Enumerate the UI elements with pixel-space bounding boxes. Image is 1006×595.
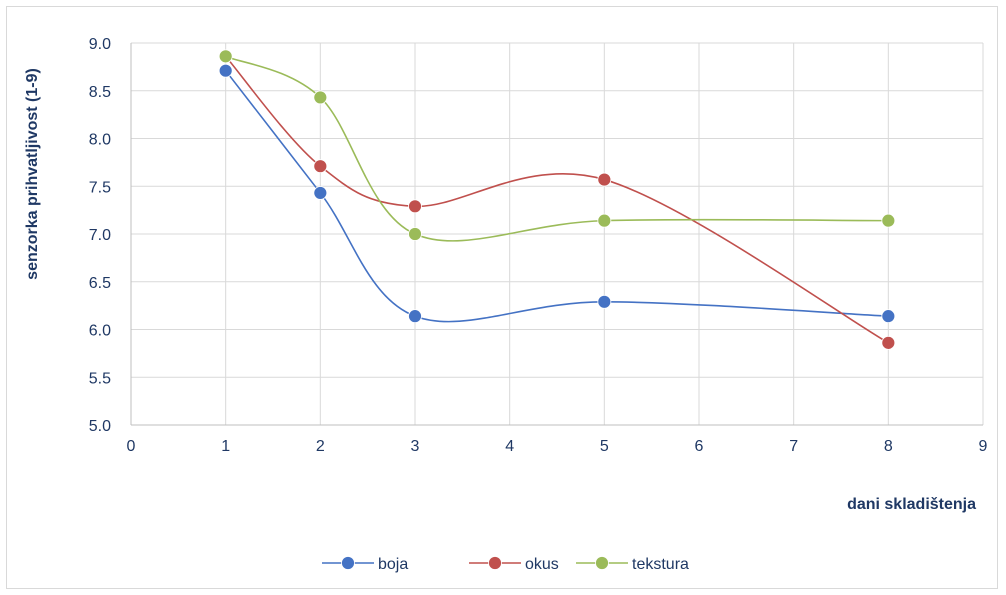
series-tekstura — [218, 49, 896, 242]
data-point-tekstura — [313, 90, 328, 105]
y-tick-label: 8.5 — [89, 84, 111, 101]
series-line-okus — [225, 55, 889, 344]
x-tick-label: 3 — [411, 438, 420, 455]
series — [218, 49, 896, 350]
y-tick-label: 5.5 — [89, 370, 111, 387]
legend-item-okus: okus — [469, 556, 559, 573]
series-line-boja — [225, 70, 889, 323]
y-tick-label: 6.0 — [89, 323, 111, 340]
y-tick-label: 7.0 — [89, 227, 111, 244]
data-point-okus — [313, 159, 328, 174]
legend-marker-boja — [341, 556, 355, 570]
data-point-okus — [408, 199, 422, 214]
x-axis-title: dani skladištenja — [847, 496, 976, 513]
y-tick-label: 8.0 — [89, 132, 111, 149]
legend-marker-okus — [488, 556, 502, 570]
legend-label-okus: okus — [525, 556, 559, 573]
data-point-tekstura — [218, 49, 233, 64]
y-tick-label: 7.5 — [89, 179, 111, 196]
data-point-boja — [408, 309, 422, 324]
series-line-tekstura — [225, 55, 889, 242]
y-tick-label: 6.5 — [89, 275, 111, 292]
data-point-boja — [597, 294, 612, 309]
x-tick-label: 4 — [505, 438, 514, 455]
legend-label-boja: boja — [378, 556, 408, 573]
x-tick-label: 9 — [979, 438, 988, 455]
x-tick-label: 1 — [221, 438, 230, 455]
x-tick-label: 7 — [789, 438, 798, 455]
x-tick-label: 2 — [316, 438, 325, 455]
data-point-boja — [218, 63, 233, 78]
x-tick-label: 5 — [600, 438, 609, 455]
y-tick-label: 5.0 — [89, 418, 111, 435]
data-point-okus — [597, 172, 612, 187]
legend-item-tekstura: tekstura — [576, 556, 689, 573]
legend-label-tekstura: tekstura — [632, 556, 689, 573]
legend-item-boja: boja — [322, 556, 408, 573]
x-tick-label: 0 — [127, 438, 136, 455]
data-point-tekstura — [881, 213, 896, 228]
legend: boja okus tekstura — [322, 556, 689, 573]
chart-frame — [6, 6, 998, 589]
data-point-tekstura — [597, 213, 612, 228]
data-point-tekstura — [408, 227, 422, 241]
legend-marker-tekstura — [595, 556, 609, 570]
axes — [130, 43, 983, 426]
y-axis-title: senzorka prihvatljivost (1-9) — [24, 68, 41, 280]
y-tick-label: 9.0 — [89, 36, 111, 53]
x-tick-label: 8 — [884, 438, 893, 455]
grid — [131, 42, 984, 425]
data-point-boja — [881, 309, 896, 324]
data-point-okus — [881, 335, 896, 350]
data-point-boja — [313, 186, 328, 200]
series-boja — [218, 63, 896, 324]
x-tick-label: 6 — [695, 438, 704, 455]
tick-labels: 0 1 2 3 4 5 6 7 8 9 5.0 5.5 6.0 6.5 7.0 7.5 8.0 8.5 9.0 — [89, 36, 988, 455]
